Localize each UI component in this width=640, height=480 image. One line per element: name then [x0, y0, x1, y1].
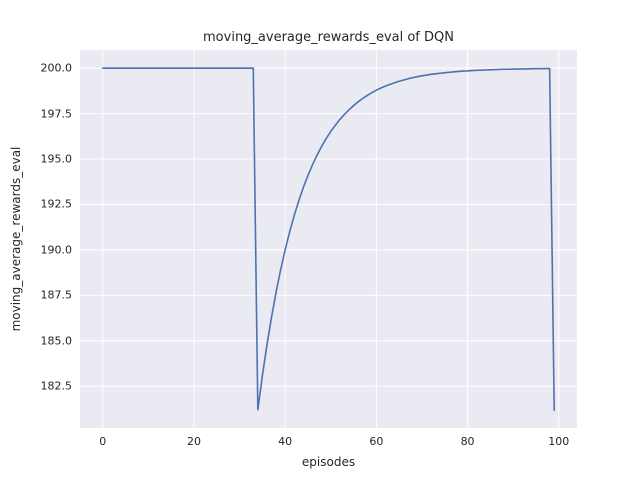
x-tick-label: 100 — [548, 435, 570, 448]
x-tick-label: 0 — [99, 435, 107, 448]
x-tick-label: 40 — [278, 435, 293, 448]
x-tick-label: 80 — [460, 435, 475, 448]
y-tick-label: 185.0 — [40, 334, 73, 348]
y-tick-label: 182.5 — [40, 379, 73, 393]
axes-background — [80, 50, 577, 428]
y-tick-label: 197.5 — [40, 107, 73, 121]
y-tick-label: 200.0 — [40, 61, 73, 75]
x-tick-label: 20 — [186, 435, 201, 448]
y-axis-label: moving_average_rewards_eval — [9, 146, 23, 332]
y-tick-label: 195.0 — [40, 152, 73, 166]
y-tick-label: 187.5 — [40, 288, 73, 302]
line-series — [102, 67, 556, 411]
y-tick-label: 192.5 — [40, 197, 73, 211]
x-axis-label: episodes — [301, 455, 356, 469]
x-tick-label: 60 — [369, 435, 384, 448]
y-tick-label: 190.0 — [40, 243, 73, 257]
chart-title: moving_average_rewards_eval of DQN — [203, 30, 454, 45]
